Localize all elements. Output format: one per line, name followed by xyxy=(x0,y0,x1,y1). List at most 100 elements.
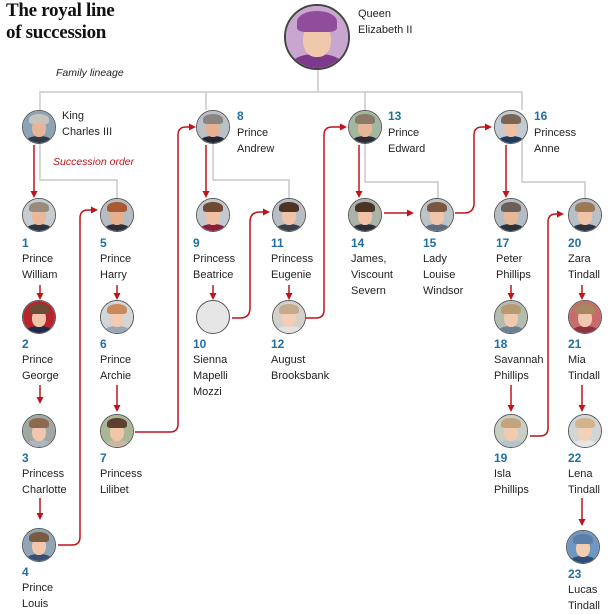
succession-number: 23 xyxy=(568,567,582,581)
portrait-hair xyxy=(572,533,594,545)
portrait-body xyxy=(275,223,303,231)
portrait-body xyxy=(290,54,344,68)
person-name: Lucas Tindall xyxy=(568,584,600,612)
person-name: Prince Harry xyxy=(100,253,132,281)
person-name: Lena Tindall xyxy=(568,468,600,496)
succession-number: 17 xyxy=(496,236,510,250)
person-name: Lady Louise Windsor xyxy=(423,253,464,297)
portrait-hair xyxy=(106,417,128,429)
portrait-body xyxy=(497,135,525,143)
person-label-14: 14 James, Viscount Severn xyxy=(351,235,393,299)
portrait-hair xyxy=(106,303,128,315)
portrait-body xyxy=(351,223,379,231)
succession-number: 6 xyxy=(100,337,107,351)
succession-number: 16 xyxy=(534,109,548,123)
succession-number: 5 xyxy=(100,236,107,250)
portrait-body xyxy=(25,135,53,143)
portrait-body xyxy=(497,325,525,333)
succession-order-annotation: Succession order xyxy=(53,156,135,168)
person-name: Sienna Mapelli Mozzi xyxy=(193,354,228,398)
portrait-hair xyxy=(574,303,596,315)
succession-number: 12 xyxy=(271,337,285,351)
portrait-body xyxy=(25,223,53,231)
child-name: Prince Edward xyxy=(388,127,426,155)
person-22-portrait-icon xyxy=(568,414,602,448)
title-line-2: of succession xyxy=(6,22,107,43)
succession-number: 21 xyxy=(568,337,582,351)
child-label-edward: 13 Prince Edward xyxy=(388,108,425,157)
person-6-portrait-icon xyxy=(100,300,134,334)
person-label-9: 9 Princess Beatrice xyxy=(193,235,235,283)
portrait-body xyxy=(275,325,303,333)
person-name: Zara Tindall xyxy=(568,253,600,281)
person-name: Princess Lilibet xyxy=(100,468,143,496)
portrait-hair xyxy=(426,201,448,213)
family-lineage-annotation: Family lineage xyxy=(56,67,124,79)
portrait-body xyxy=(571,325,599,333)
portrait-body xyxy=(25,325,53,333)
person-name: Prince George xyxy=(22,354,59,382)
portrait-body xyxy=(25,439,53,447)
portrait-body xyxy=(351,135,379,143)
child-label-andrew: 8 Prince Andrew xyxy=(237,108,274,157)
chart-title: The royal line of succession xyxy=(6,0,115,44)
person-label-19: 19 Isla Phillips xyxy=(494,450,529,498)
portrait-hair xyxy=(297,10,337,33)
person-label-11: 11 Princess Eugenie xyxy=(271,235,313,283)
portrait-hair xyxy=(500,303,522,315)
queen-portrait-icon xyxy=(284,4,350,70)
succession-number: 9 xyxy=(193,236,200,250)
portrait-hair xyxy=(574,417,596,429)
succession-number: 2 xyxy=(22,337,29,351)
person-label-15: 15 Lady Louise Windsor xyxy=(423,235,463,299)
person-10-placeholder-icon xyxy=(196,300,230,334)
person-18-portrait-icon xyxy=(494,300,528,334)
portrait-hair xyxy=(28,113,50,125)
portrait-body xyxy=(571,439,599,447)
succession-number: 20 xyxy=(568,236,582,250)
title-line-1: The royal line xyxy=(6,0,115,21)
person-20-portrait-icon xyxy=(568,198,602,232)
succession-number: 22 xyxy=(568,451,582,465)
person-7-portrait-icon xyxy=(100,414,134,448)
child-label-anne: 16 Princess Anne xyxy=(534,108,576,157)
child-name: Princess Anne xyxy=(534,127,577,155)
portrait-hair xyxy=(500,201,522,213)
portrait-body xyxy=(199,223,227,231)
portrait-hair xyxy=(354,201,376,213)
person-name: Prince Archie xyxy=(100,354,132,382)
portrait-hair xyxy=(202,201,224,213)
succession-number: 15 xyxy=(423,236,437,250)
person-name: Princess Beatrice xyxy=(193,253,236,281)
succession-number: 10 xyxy=(193,337,207,351)
portrait-hair xyxy=(500,417,522,429)
portrait-body xyxy=(569,555,597,563)
succession-arrows xyxy=(30,123,586,546)
child-name: Prince Andrew xyxy=(237,127,275,155)
succession-number: 13 xyxy=(388,109,402,123)
person-name: Princess Charlotte xyxy=(22,468,67,496)
person-label-10: 10 Sienna Mapelli Mozzi xyxy=(193,336,228,400)
portrait-hair xyxy=(354,113,376,125)
person-4-portrait-icon xyxy=(22,528,56,562)
person-19-portrait-icon xyxy=(494,414,528,448)
succession-number: 1 xyxy=(22,236,29,250)
succession-number: 18 xyxy=(494,337,508,351)
person-name: Savannah Phillips xyxy=(494,354,544,382)
person-23-portrait-icon xyxy=(566,530,600,564)
prince-andrew-portrait-icon xyxy=(196,110,230,144)
portrait-body xyxy=(25,553,53,561)
portrait-hair xyxy=(574,201,596,213)
queen-name: Queen Elizabeth II xyxy=(358,8,413,36)
succession-number: 19 xyxy=(494,451,508,465)
portrait-hair xyxy=(28,417,50,429)
portrait-body xyxy=(423,223,451,231)
person-label-21: 21 Mia Tindall xyxy=(568,336,600,384)
portrait-body xyxy=(103,439,131,447)
child-name: King Charles III xyxy=(62,110,113,138)
person-9-portrait-icon xyxy=(196,198,230,232)
succession-number: 8 xyxy=(237,109,244,123)
child-label-charles: King Charles III xyxy=(62,108,112,140)
person-label-18: 18 Savannah Phillips xyxy=(494,336,544,384)
